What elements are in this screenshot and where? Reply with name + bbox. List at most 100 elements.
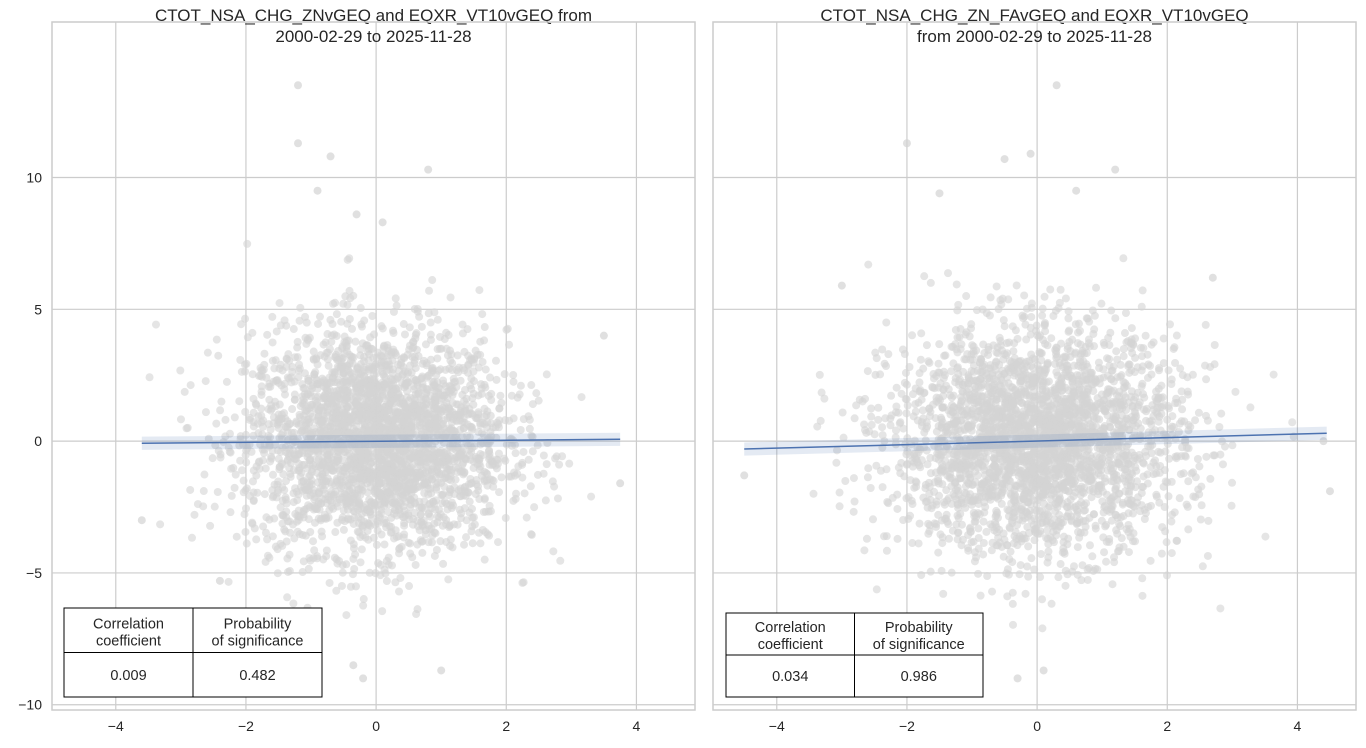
data-point <box>417 537 426 546</box>
data-point <box>421 340 430 349</box>
data-point <box>176 415 185 424</box>
data-point <box>353 364 362 373</box>
data-point <box>261 528 270 537</box>
data-point <box>908 331 917 340</box>
data-point <box>1117 534 1126 543</box>
data-point <box>319 555 328 564</box>
data-point <box>405 582 414 591</box>
data-point <box>527 381 536 390</box>
data-point <box>915 378 924 387</box>
data-point <box>1012 281 1021 290</box>
data-point <box>358 322 367 331</box>
data-point <box>964 546 973 555</box>
data-point <box>409 514 418 523</box>
data-point <box>501 513 510 522</box>
data-point <box>1146 556 1155 565</box>
data-point <box>241 314 250 323</box>
data-point <box>922 341 931 350</box>
data-point <box>1092 283 1101 292</box>
data-point <box>461 404 470 413</box>
data-point <box>273 569 282 578</box>
data-point <box>1206 362 1215 371</box>
data-point <box>364 344 373 353</box>
data-point <box>1085 317 1094 326</box>
data-point <box>424 410 433 419</box>
data-point <box>1119 352 1128 361</box>
data-point <box>1155 498 1164 507</box>
data-point <box>262 513 271 522</box>
data-point <box>458 320 467 329</box>
data-point <box>480 336 489 345</box>
data-point <box>263 330 272 339</box>
data-point <box>426 512 435 521</box>
y-tick-label: 0 <box>34 433 42 449</box>
data-point <box>491 356 500 365</box>
data-point <box>357 407 366 416</box>
data-point <box>303 449 312 458</box>
data-point <box>532 389 541 398</box>
data-point <box>1027 554 1036 563</box>
data-point <box>243 239 252 248</box>
data-point <box>424 165 433 174</box>
data-point <box>999 552 1008 561</box>
data-point <box>481 528 490 537</box>
data-point <box>368 312 377 321</box>
data-point <box>1099 533 1108 542</box>
data-point <box>417 518 426 527</box>
data-point <box>1184 525 1193 534</box>
data-point <box>215 576 224 585</box>
data-point <box>878 423 887 432</box>
data-point <box>457 509 466 518</box>
data-point <box>212 419 221 428</box>
data-point <box>401 380 410 389</box>
data-point <box>509 414 518 423</box>
data-point <box>203 348 212 357</box>
data-point <box>467 527 476 536</box>
data-point <box>1107 306 1116 315</box>
data-point <box>338 513 347 522</box>
data-point <box>412 610 421 619</box>
data-point <box>473 350 482 359</box>
data-point <box>239 476 248 485</box>
data-point <box>326 152 335 161</box>
data-point <box>1069 562 1078 571</box>
data-point <box>286 472 295 481</box>
data-point <box>397 481 406 490</box>
data-point <box>486 373 495 382</box>
data-point <box>444 575 453 584</box>
data-point <box>409 474 418 483</box>
data-point <box>1210 340 1219 349</box>
data-point <box>1160 466 1169 475</box>
data-point <box>465 497 474 506</box>
data-point <box>519 578 528 587</box>
data-point <box>1088 552 1097 561</box>
data-point <box>474 486 483 495</box>
data-point <box>186 381 195 390</box>
data-point <box>460 469 469 478</box>
data-point <box>872 461 881 470</box>
data-point <box>461 482 470 491</box>
data-point <box>368 364 377 373</box>
data-point <box>539 469 548 478</box>
data-point <box>374 476 383 485</box>
chart-title: CTOT_NSA_CHG_ZNvGEQ and EQXR_VT10vGEQ fr… <box>155 6 592 25</box>
y-tick-label: 10 <box>26 170 42 186</box>
data-point <box>435 468 444 477</box>
data-point <box>475 495 484 504</box>
data-point <box>290 395 299 404</box>
data-point <box>418 466 427 475</box>
data-point <box>1228 441 1237 450</box>
data-point <box>424 538 433 547</box>
data-point <box>399 494 408 503</box>
data-point <box>446 293 455 302</box>
data-point <box>915 519 924 528</box>
data-point <box>994 305 1003 314</box>
data-point <box>240 510 249 519</box>
data-point <box>427 368 436 377</box>
data-point <box>351 550 360 559</box>
data-point <box>988 587 997 596</box>
data-point <box>364 446 373 455</box>
data-point <box>1064 314 1073 323</box>
data-point <box>542 460 551 469</box>
data-point <box>241 451 250 460</box>
